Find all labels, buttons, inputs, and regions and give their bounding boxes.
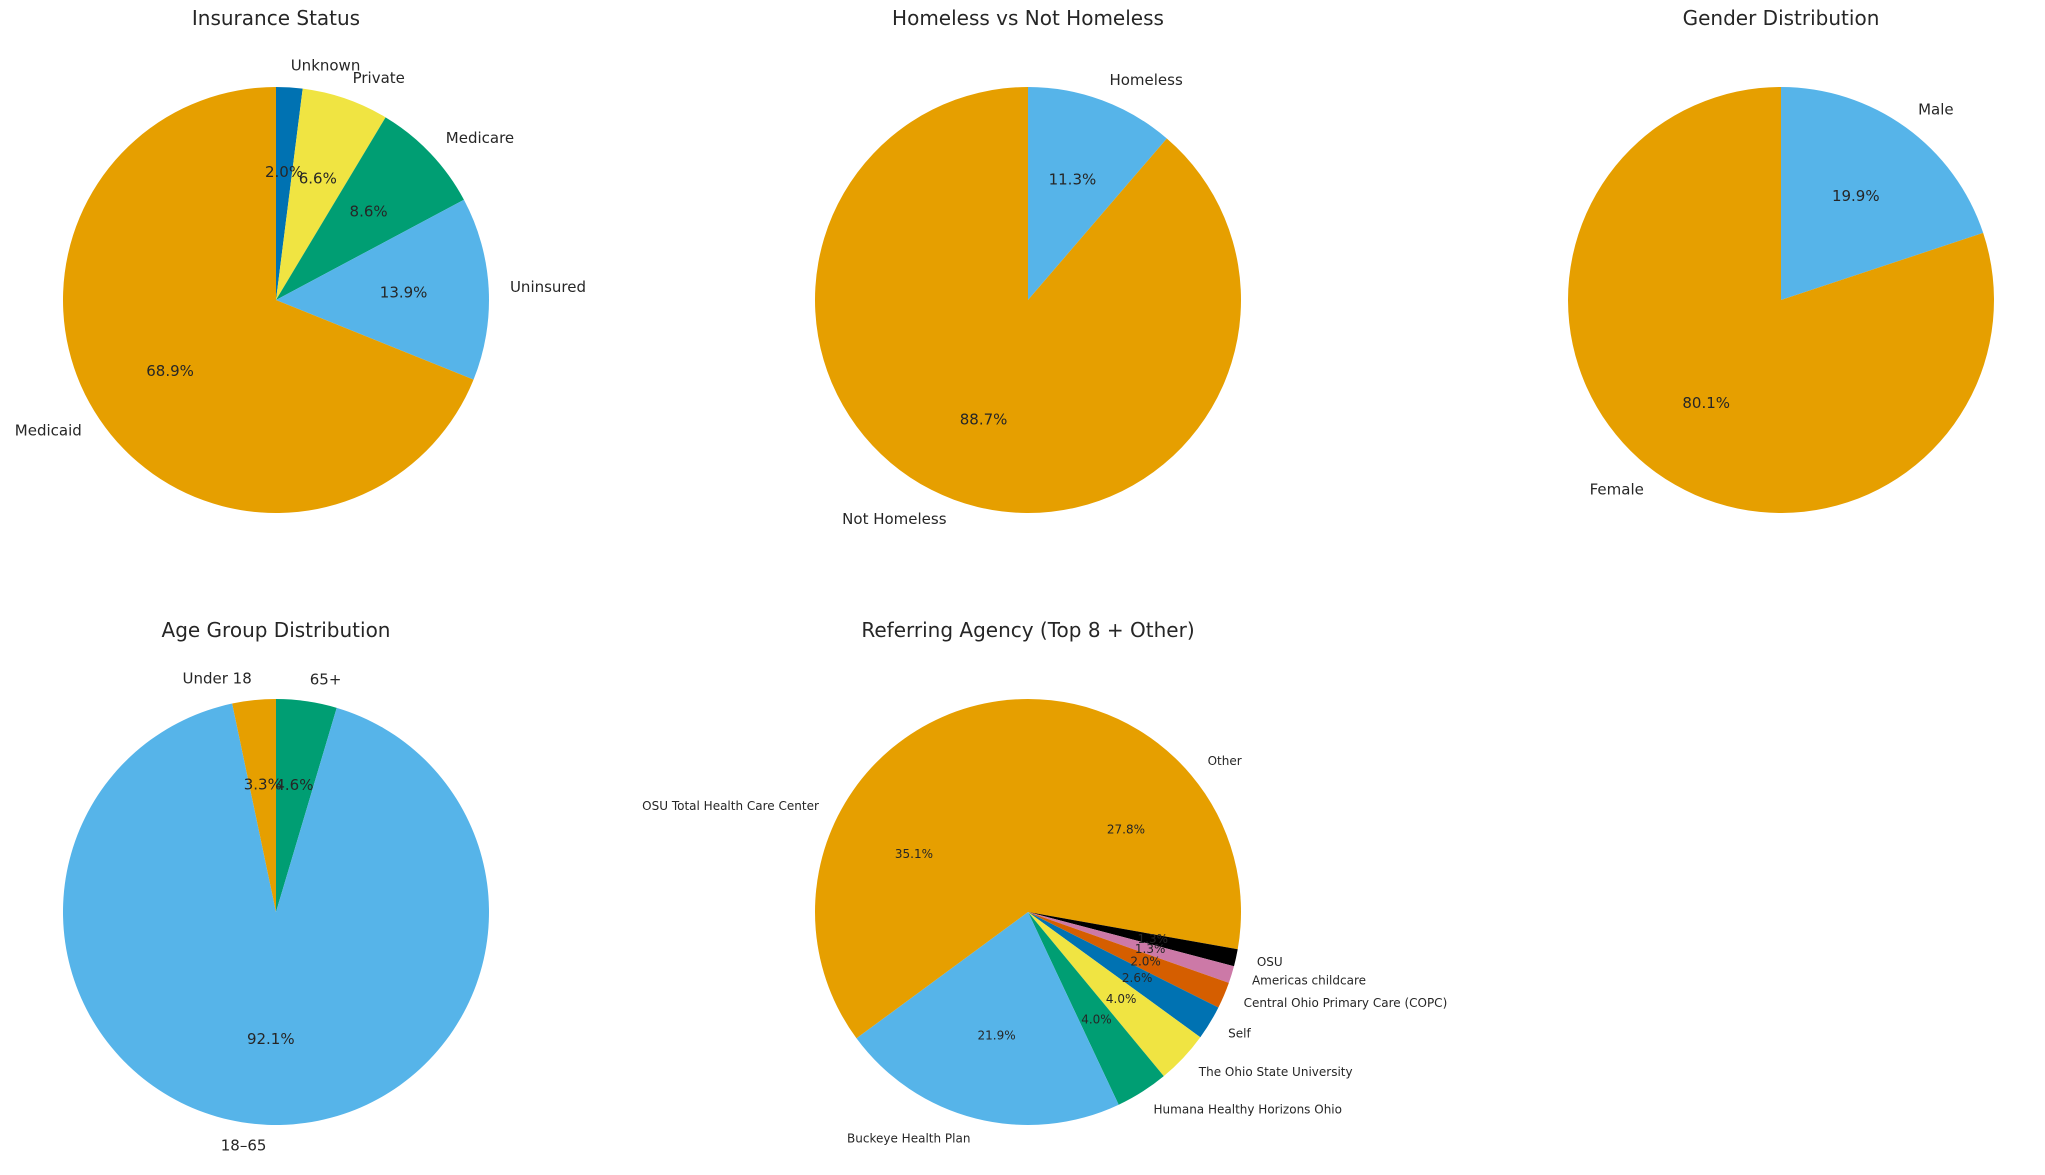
chart-title: Age Group Distribution: [162, 618, 391, 642]
slice-label-uninsured: Uninsured: [510, 278, 586, 296]
pie-slice-americas-childcare: [1028, 912, 1234, 983]
chart-title: Homeless vs Not Homeless: [892, 6, 1164, 30]
slice-percent-medicaid: 68.9%: [146, 362, 194, 380]
slice-percent-18-65: 92.1%: [247, 1030, 295, 1048]
slice-label-homeless: Homeless: [1109, 71, 1183, 89]
pie-slice-65: [276, 699, 337, 912]
pie-labels: Male 19.9% Female 80.1%: [1590, 101, 1954, 499]
pie-slice-osu-total-health-care-center: [815, 699, 1028, 1039]
slice-label-central-ohio-primary-care-copc: Central Ohio Primary Care (COPC): [1244, 996, 1448, 1010]
pie-slices: [814, 87, 1242, 514]
pie-slice-18-65: [63, 703, 489, 1125]
pie-slices: [63, 87, 490, 513]
pie-slice-medicaid: [63, 87, 474, 513]
slice-label-medicaid: Medicaid: [15, 422, 82, 440]
slice-label-female: Female: [1590, 480, 1644, 498]
pie-slice-self: [1028, 912, 1219, 1038]
pie-chart-insurance-status: Insurance Status Unknown 2.0% Private 6.6% Me…: [15, 6, 586, 513]
slice-percent-humana-healthy-horizons-ohio: 4.0%: [1081, 1012, 1112, 1026]
slice-percent-65: 4.6%: [275, 776, 313, 794]
slice-percent-the-ohio-state-university: 4.0%: [1106, 992, 1137, 1006]
slice-label-osu: OSU: [1257, 955, 1283, 969]
slice-percent-private: 6.6%: [299, 170, 337, 188]
pie-slice-central-ohio-primary-care-copc: [1028, 912, 1229, 1008]
slice-percent-central-ohio-primary-care-copc: 2.0%: [1130, 955, 1161, 969]
pie-slice-the-ohio-state-university: [1028, 912, 1201, 1077]
slice-percent-not-homeless: 88.7%: [960, 410, 1008, 428]
slice-label-self: Self: [1228, 1026, 1251, 1040]
slice-label-medicare: Medicare: [446, 129, 514, 147]
slice-percent-unknown: 2.0%: [265, 163, 303, 181]
pie-slices: [63, 699, 489, 1125]
pie-slice-under-18: [232, 699, 276, 912]
pie-slice-private: [276, 88, 386, 300]
slice-percent-self: 2.6%: [1122, 971, 1153, 985]
slice-percent-americas-childcare: 1.3%: [1135, 942, 1166, 956]
pie-labels: Unknown 2.0% Private 6.6% Medicare 8.6% Uninsu…: [15, 57, 586, 440]
pie-chart-gender: Gender Distribution Male 19.9% Female 80.1%: [1567, 6, 1994, 513]
slice-label-65: 65+: [310, 671, 342, 689]
pie-slice-humana-healthy-horizons-ohio: [1028, 912, 1164, 1105]
slice-label-private: Private: [353, 69, 405, 87]
pie-slice-uninsured: [276, 199, 490, 380]
pie-labels: Other 27.8% OSU 1.3% Americas childcare 1.3% C…: [642, 754, 1447, 1146]
slice-label-not-homeless: Not Homeless: [842, 510, 947, 528]
slice-label-humana-healthy-horizons-ohio: Humana Healthy Horizons Ohio: [1154, 1102, 1342, 1116]
slice-label-unknown: Unknown: [291, 57, 361, 75]
slice-percent-under-18: 3.3%: [244, 775, 282, 793]
pie-slices: [1567, 87, 1994, 513]
slice-label-the-ohio-state-university: The Ohio State University: [1198, 1065, 1353, 1079]
pie-slice-not-homeless: [814, 87, 1242, 514]
pie-slice-female: [1567, 87, 1994, 513]
slice-percent-osu-total-health-care-center: 35.1%: [895, 847, 933, 861]
slice-percent-uninsured: 13.9%: [380, 284, 428, 302]
pie-chart-homeless: Homeless vs Not Homeless Homeless 11.3% Not…: [814, 6, 1242, 528]
slice-percent-other: 27.8%: [1107, 822, 1145, 836]
pie-slice-male: [1781, 87, 1984, 300]
slice-label-americas-childcare: Americas childcare: [1252, 973, 1366, 987]
pie-slice-medicare: [276, 117, 464, 300]
slice-percent-homeless: 11.3%: [1049, 171, 1097, 189]
slice-label-other: Other: [1208, 754, 1242, 768]
pie-slice-osu: [1028, 912, 1238, 967]
chart-title: Referring Agency (Top 8 + Other): [861, 618, 1194, 642]
pie-chart-age-group: Age Group Distribution 65+ 4.6% 18–65 92.1% U…: [63, 618, 489, 1155]
slice-percent-osu: 1.3%: [1138, 932, 1169, 946]
pie-labels: 65+ 4.6% 18–65 92.1% Under 18 3.3%: [182, 669, 341, 1154]
pie-slice-unknown: [276, 87, 303, 300]
slice-percent-medicare: 8.6%: [350, 202, 388, 220]
pie-chart-referring-agency: Referring Agency (Top 8 + Other) Other 27.…: [642, 618, 1447, 1146]
slice-label-buckeye-health-plan: Buckeye Health Plan: [847, 1132, 970, 1146]
slice-percent-buckeye-health-plan: 21.9%: [978, 1028, 1016, 1042]
pie-slice-buckeye-health-plan: [856, 912, 1119, 1125]
slice-label-male: Male: [1918, 101, 1954, 119]
chart-title: Gender Distribution: [1683, 6, 1880, 30]
slice-label-osu-total-health-care-center: OSU Total Health Care Center: [642, 799, 819, 813]
slice-label-18-65: 18–65: [221, 1137, 267, 1155]
slice-percent-female: 80.1%: [1682, 394, 1730, 412]
chart-title: Insurance Status: [192, 6, 360, 30]
slice-percent-male: 19.9%: [1832, 187, 1880, 205]
slice-label-under-18: Under 18: [182, 669, 251, 687]
pie-slices: [815, 699, 1241, 1125]
pie-slice-homeless: [1028, 87, 1167, 300]
pie-slice-other: [1028, 699, 1241, 950]
pie-labels: Homeless 11.3% Not Homeless 88.7%: [842, 71, 1183, 528]
